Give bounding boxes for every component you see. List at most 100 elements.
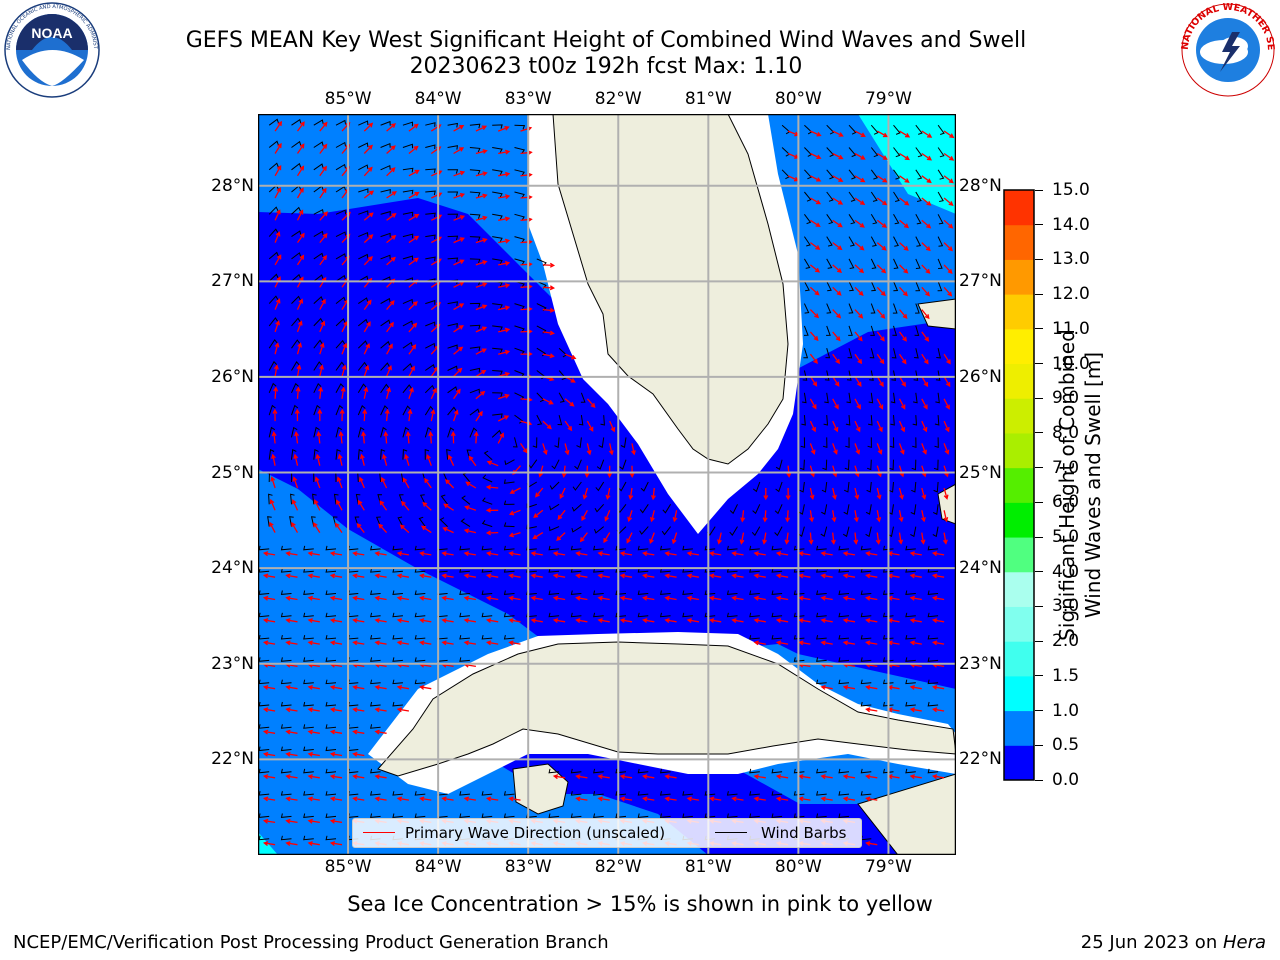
- wave-direction-arrow: [865, 618, 878, 624]
- wind-barb: [280, 791, 292, 796]
- wave-direction-arrow: [292, 476, 299, 489]
- wind-barb: [358, 188, 369, 193]
- wave-direction-arrow: [426, 454, 432, 466]
- wave-direction-arrow: [740, 510, 746, 523]
- wave-direction-arrow: [384, 408, 390, 422]
- wind-barb: [937, 124, 945, 135]
- wave-direction-arrow: [608, 443, 614, 456]
- wave-direction-arrow: [475, 369, 487, 378]
- wind-barb: [370, 701, 381, 707]
- wave-direction-arrow: [274, 165, 282, 177]
- wave-direction-arrow: [820, 595, 833, 601]
- wave-direction-arrow: [274, 120, 283, 132]
- wave-direction-arrow: [363, 299, 372, 310]
- wave-direction-arrow: [363, 122, 374, 132]
- wind-barb: [268, 295, 279, 304]
- wind-barb: [869, 370, 874, 381]
- wave-direction-arrow: [798, 595, 811, 601]
- wave-direction-arrow: [542, 398, 554, 405]
- colorbar-tick-label: 3.0: [1052, 596, 1080, 617]
- colorbar-bin: [1004, 398, 1034, 434]
- wind-barb: [749, 791, 760, 796]
- wind-barb: [303, 813, 314, 818]
- wind-barb: [682, 545, 693, 551]
- wave-direction-arrow: [810, 197, 822, 205]
- wind-barb: [548, 813, 560, 818]
- wave-direction-arrow: [336, 476, 343, 489]
- wave-direction-arrow: [832, 309, 842, 319]
- wind-barb: [682, 813, 693, 818]
- wind-barb: [325, 701, 337, 707]
- wind-barb: [313, 230, 324, 238]
- wind-barb: [447, 406, 457, 416]
- wind-barb: [291, 230, 302, 238]
- wind-barb: [492, 191, 503, 198]
- wave-direction-arrow: [575, 618, 588, 624]
- wave-direction-arrow: [832, 197, 844, 205]
- wave-direction-arrow: [329, 774, 343, 780]
- wave-direction-arrow: [909, 640, 922, 646]
- wave-direction-arrow: [552, 573, 566, 579]
- wind-barb: [370, 657, 381, 662]
- lon-label-top: 83°W: [504, 89, 552, 109]
- wind-barb: [793, 657, 805, 662]
- wind-barb: [615, 768, 627, 774]
- wind-barb: [860, 590, 872, 595]
- wave-direction-arrow: [552, 551, 566, 557]
- wave-direction-arrow: [832, 242, 843, 251]
- wind-barb: [414, 545, 426, 551]
- wave-direction-arrow: [378, 523, 388, 534]
- wind-barb: [380, 276, 391, 282]
- wind-barb: [659, 612, 671, 618]
- wind-barb: [447, 235, 459, 241]
- wave-direction-arrow: [453, 147, 465, 155]
- wind-barb: [682, 612, 693, 618]
- wind-barb: [934, 415, 940, 426]
- wind-barb: [335, 426, 343, 438]
- wind-barb: [620, 437, 627, 448]
- wave-direction-arrow: [708, 618, 722, 624]
- colorbar-bin: [1004, 190, 1034, 226]
- wave-direction-arrow: [363, 364, 370, 377]
- wave-direction-arrow: [396, 618, 410, 624]
- wind-barb: [303, 657, 314, 662]
- wind-barb: [749, 634, 760, 640]
- wave-direction-arrow: [329, 818, 343, 824]
- wave-direction-arrow: [396, 573, 410, 579]
- wind-barb: [882, 545, 894, 551]
- wind-barb: [824, 370, 830, 381]
- wind-barb: [512, 437, 518, 448]
- wind-barb: [915, 169, 923, 180]
- colorbar-frame: [1003, 189, 1035, 781]
- wave-direction-arrow: [374, 618, 387, 624]
- wave-direction-arrow: [753, 573, 766, 579]
- wind-barb: [937, 147, 945, 158]
- wind-barb: [578, 415, 584, 426]
- wind-barb: [726, 813, 738, 818]
- wave-direction-arrow: [336, 499, 343, 511]
- wind-barb: [749, 545, 760, 551]
- wave-direction-arrow: [832, 487, 837, 501]
- wind-barb: [514, 258, 525, 266]
- wave-direction-arrow: [532, 532, 544, 540]
- wave-direction-arrow: [785, 510, 791, 523]
- wind-barb: [548, 568, 560, 573]
- wind-barb: [913, 370, 919, 381]
- wave-direction-arrow: [809, 353, 818, 364]
- wave-direction-arrow: [631, 443, 636, 456]
- wind-barb: [380, 362, 390, 371]
- wave-direction-arrow: [943, 219, 954, 229]
- wind-barb: [469, 427, 478, 438]
- wave-direction-arrow: [876, 242, 887, 251]
- wind-barb: [291, 382, 299, 394]
- wind-barb: [910, 526, 917, 538]
- wave-direction-arrow: [854, 152, 866, 160]
- wave-direction-arrow: [475, 348, 487, 355]
- wind-barb: [798, 526, 805, 537]
- wave-direction-arrow: [854, 264, 865, 274]
- wind-barb: [682, 791, 693, 796]
- wave-direction-arrow: [319, 342, 325, 355]
- wave-direction-arrow: [798, 573, 811, 579]
- wind-barb: [335, 318, 346, 327]
- wave-direction-arrow: [293, 453, 299, 466]
